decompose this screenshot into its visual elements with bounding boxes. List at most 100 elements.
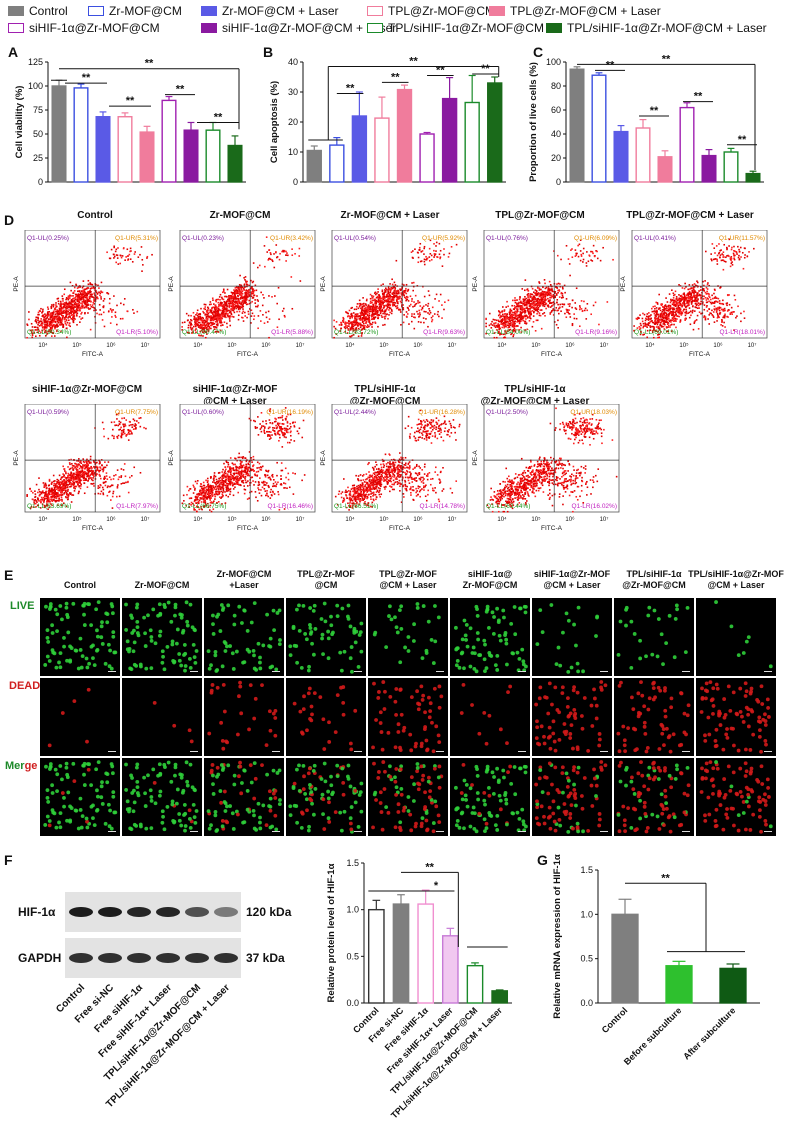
event-dot [418,312,421,314]
event-dot [710,258,713,260]
event-dot [551,301,553,304]
event-dot [38,313,40,316]
event-dot [518,298,521,301]
event-dot [511,332,513,335]
event-dot [41,324,43,327]
event-dot [217,331,220,333]
quadrant-label: Q1-UL(0.23%) [182,235,224,242]
event-dot [673,323,675,326]
event-dot [688,290,691,293]
event-dot [371,309,374,312]
event-dot [219,329,222,332]
event-dot [416,310,418,313]
bar [657,156,673,183]
event-dot [49,328,52,330]
event-dot [685,297,687,300]
event-dot [500,315,503,318]
event-dot [106,292,108,294]
event-dot [243,300,245,303]
event-dot [47,330,50,333]
event-dot [214,317,216,319]
event-dot [41,323,44,325]
event-dot [82,297,85,299]
event-dot [120,256,123,259]
event-dot [345,311,348,314]
event-dot [241,316,244,319]
event-dot [219,314,222,316]
event-dot [494,322,497,324]
event-dot [101,291,104,294]
event-dot [711,309,713,312]
event-dot [684,319,686,321]
event-dot [492,318,495,321]
event-dot [515,315,518,317]
event-dot [79,309,81,312]
event-dot [190,319,193,322]
event-dot [65,319,68,322]
event-dot [68,312,71,314]
event-dot [534,329,537,332]
event-dot [225,301,227,304]
event-dot [65,316,68,319]
event-dot [535,307,537,309]
event-dot [234,295,236,298]
event-dot [363,302,365,305]
event-dot [524,322,526,324]
event-dot [673,301,676,303]
event-dot [540,300,543,303]
event-dot [638,328,641,331]
event-dot [253,315,256,317]
event-dot [703,308,706,311]
event-dot [390,287,393,289]
event-dot [31,334,34,336]
event-dot [34,499,37,501]
event-dot [198,321,201,324]
event-dot [414,316,416,319]
event-dot [590,250,592,253]
event-dot [100,296,102,298]
event-dot [681,298,684,301]
event-dot [679,321,681,323]
event-dot [651,331,654,334]
event-dot [36,329,38,331]
event-dot [355,319,358,322]
event-dot [350,321,352,324]
event-dot [413,301,415,303]
event-dot [708,296,711,299]
event-dot [712,258,715,261]
event-dot [677,310,679,313]
event-dot [579,239,582,241]
event-dot [364,310,366,312]
event-dot [549,306,552,308]
event-dot [230,312,233,315]
event-dot [366,324,369,326]
event-dot [198,324,201,327]
event-dot [540,299,543,302]
event-dot [510,322,512,324]
event-dot [517,320,520,322]
event-dot [545,299,547,301]
event-dot [211,322,213,324]
event-dot [75,293,78,296]
event-dot [256,299,259,301]
event-dot [561,292,564,295]
event-dot [205,321,207,323]
event-dot [501,313,504,316]
event-dot [225,304,228,307]
event-dot [678,297,681,300]
event-dot [508,313,511,316]
event-dot [383,299,386,302]
event-dot [361,321,364,323]
event-dot [64,304,67,306]
event-dot [524,311,527,313]
event-dot [657,334,659,336]
event-dot [49,500,51,503]
event-dot [668,315,670,317]
event-dot [191,327,194,329]
event-dot [70,289,72,292]
event-dot [670,312,672,315]
sig-label: ** [82,72,91,84]
event-dot [224,312,227,315]
event-dot [208,327,211,329]
event-dot [395,294,398,297]
